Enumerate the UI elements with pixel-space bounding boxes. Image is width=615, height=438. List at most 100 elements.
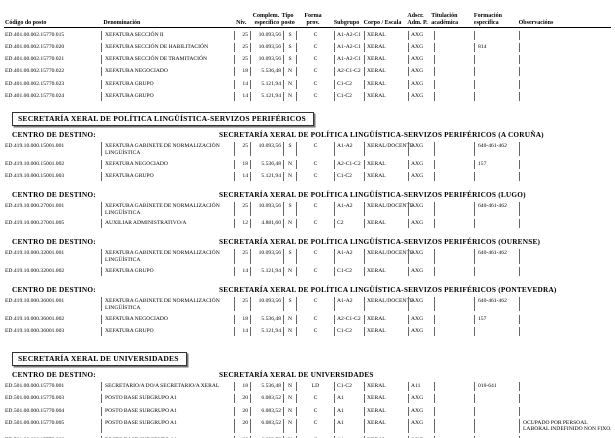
cell-codigo: ED.419.10.000.36001.003 bbox=[5, 327, 65, 334]
cell-forma: C bbox=[296, 297, 334, 312]
cell-complemento: 5.536,48 bbox=[250, 314, 283, 324]
col-header-formacion: Formación específica bbox=[473, 13, 502, 26]
cell-niv: 20 bbox=[234, 394, 250, 404]
cell-observacions bbox=[519, 55, 615, 65]
cell-tipo: N bbox=[283, 314, 296, 324]
cell-observacions bbox=[519, 436, 615, 438]
cell-niv: 12 bbox=[234, 219, 250, 229]
cell-observacions bbox=[519, 382, 615, 392]
centro-destino-line: CENTRO DE DESTINO: SECRETARÍA XERAL DE PO… bbox=[12, 130, 615, 139]
cell-niv: 25 bbox=[234, 249, 250, 264]
cell-complemento: 10.093,56 bbox=[250, 201, 283, 217]
cell-corpo: XERAL/DOCENTE bbox=[364, 201, 413, 217]
cell-codigo: ED.401.00.002.15770.022 bbox=[5, 68, 65, 75]
cell-niv: 14 bbox=[234, 79, 250, 89]
cell-corpo: XERAL bbox=[364, 418, 408, 434]
section-header-wrap: SECRETARÍA XERAL DE POLÍTICA LINGÜÍSTICA… bbox=[12, 108, 615, 127]
cell-adscricion: AXG bbox=[408, 314, 434, 324]
section-header-wrap: SECRETARÍA XERAL DE UNIVERSIDADES bbox=[12, 348, 615, 367]
table-row: ED.401.00.002.15770.020 XEFATURA SECCIÓN … bbox=[4, 42, 615, 52]
cell-adscricion: AXG bbox=[408, 142, 434, 157]
cell-tipo: N bbox=[283, 326, 296, 336]
cell-adscricion: AXG bbox=[408, 394, 434, 404]
centro-destino-label: CENTRO DE DESTINO: bbox=[12, 237, 96, 247]
cell-tipo: N bbox=[283, 382, 296, 392]
cell-observacions bbox=[519, 30, 615, 40]
cell-codigo: ED.401.00.002.15770.024 bbox=[5, 92, 65, 99]
col-header-nivel: Niv. bbox=[236, 19, 247, 26]
cell-subgrupo: C1-C2 bbox=[334, 79, 364, 89]
cell-forma: C bbox=[296, 314, 334, 324]
cell-titulacion bbox=[434, 142, 474, 157]
cell-complemento: 5.121,94 bbox=[250, 79, 283, 89]
section-header-title: SECRETARÍA XERAL DE POLÍTICA LINGÜÍSTICA… bbox=[12, 111, 314, 127]
cell-forma: C bbox=[296, 67, 334, 77]
cell-subgrupo: A1-A2-C1 bbox=[334, 55, 364, 65]
cell-subgrupo: A2-C1-C2 bbox=[334, 67, 364, 77]
table-row: ED.401.00.002.15770.023 XEFATURA GRUPO 14 5… bbox=[4, 79, 615, 89]
cell-titulacion bbox=[434, 297, 474, 312]
cell-tipo: S bbox=[283, 297, 296, 312]
cell-tipo: N bbox=[283, 394, 296, 404]
cell-complemento: 10.093,56 bbox=[250, 297, 283, 312]
cell-codigo: ED.419.10.000.36001.001 bbox=[5, 298, 65, 305]
cell-tipo: S bbox=[283, 142, 296, 157]
cell-formacion bbox=[474, 326, 519, 336]
col-header-forma-provision: Forma prov. bbox=[304, 13, 322, 26]
table-row: ED.419.10.000.36001.003 XEFATURA GRUPO 14 5… bbox=[4, 326, 615, 336]
cell-corpo: XERAL bbox=[364, 406, 408, 416]
table-row: ED.419.10.000.27001.005 AUXILIAR ADMINIST… bbox=[4, 219, 615, 229]
cell-complemento: 5.121,94 bbox=[250, 171, 283, 181]
cell-observacions bbox=[519, 267, 615, 277]
table-body: ED.401.00.002.15770.015 XEFATURA SECCIÓN … bbox=[4, 30, 615, 438]
cell-corpo: XERAL bbox=[364, 55, 408, 65]
cell-denominacion: XEFATURA GRUPO bbox=[101, 171, 234, 181]
cell-formacion: 157 bbox=[474, 314, 519, 324]
cell-observacions bbox=[519, 249, 615, 264]
cell-corpo: XERAL bbox=[364, 67, 408, 77]
cell-corpo: XERAL bbox=[364, 394, 408, 404]
cell-codigo: ED.401.00.002.15770.020 bbox=[5, 43, 65, 50]
cell-niv: 18 bbox=[234, 67, 250, 77]
cell-adscricion: AXG bbox=[408, 79, 434, 89]
cell-complemento: 10.093,56 bbox=[250, 249, 283, 264]
cell-subgrupo: A1-A2 bbox=[334, 201, 364, 217]
cell-subgrupo: A1-A2 bbox=[334, 249, 364, 264]
table-header-row: Código do posto Denominación Niv. Comple… bbox=[4, 13, 611, 27]
cell-formacion bbox=[474, 436, 519, 438]
cell-adscricion: AXG bbox=[408, 406, 434, 416]
cell-titulacion bbox=[434, 219, 474, 229]
cell-titulacion bbox=[434, 436, 474, 438]
cell-niv: 25 bbox=[234, 30, 250, 40]
centro-destino-line: CENTRO DE DESTINO: SECRETARÍA XERAL DE PO… bbox=[12, 237, 615, 246]
table-row: ED.419.10.000.36001.002 XEFATURA NEGOCIAD… bbox=[4, 314, 615, 324]
cell-denominacion: XEFATURA NEGOCIADO bbox=[101, 314, 234, 324]
cell-observacions bbox=[519, 326, 615, 336]
col-header-tipo-posto: Tipo posto bbox=[281, 13, 295, 26]
cell-subgrupo: A1 bbox=[334, 418, 364, 434]
cell-tipo: N bbox=[283, 159, 296, 169]
table-row: ED.419.10.000.15001.001 XEFATURA GABINETE… bbox=[4, 142, 615, 157]
cell-niv: 18 bbox=[234, 382, 250, 392]
cell-observacions bbox=[519, 142, 615, 157]
cell-codigo: ED.419.10.000.15001.003 bbox=[5, 172, 65, 179]
cell-forma: C bbox=[296, 267, 334, 277]
cell-titulacion bbox=[434, 171, 474, 181]
table-row: ED.401.00.002.15770.024 XEFATURA GRUPO 14 5… bbox=[4, 91, 615, 101]
table-row: ED.501.00.000.15770.001 SECRETARIO/A DO/A… bbox=[4, 382, 615, 392]
row-group: ED.419.10.000.27001.001 XEFATURA GABINETE… bbox=[4, 201, 615, 229]
cell-subgrupo: C1-C2 bbox=[334, 326, 364, 336]
cell-titulacion bbox=[434, 159, 474, 169]
col-header-codigo: Código do posto bbox=[5, 19, 47, 26]
cell-subgrupo: A1 bbox=[334, 406, 364, 416]
cell-adscricion: AXG bbox=[408, 42, 434, 52]
cell-tipo: S bbox=[283, 30, 296, 40]
centro-destino-name: SECRETARÍA XERAL DE UNIVERSIDADES bbox=[219, 370, 374, 380]
cell-forma: C bbox=[296, 201, 334, 217]
col-header-adscricion: Adscr. Adm. P. bbox=[407, 13, 428, 26]
cell-codigo: ED.401.00.002.15770.023 bbox=[5, 80, 65, 87]
cell-tipo: N bbox=[283, 219, 296, 229]
cell-forma: C bbox=[296, 394, 334, 404]
row-group: ED.501.00.000.15770.001 SECRETARIO/A DO/A… bbox=[4, 382, 615, 438]
cell-corpo: XERAL bbox=[364, 326, 408, 336]
